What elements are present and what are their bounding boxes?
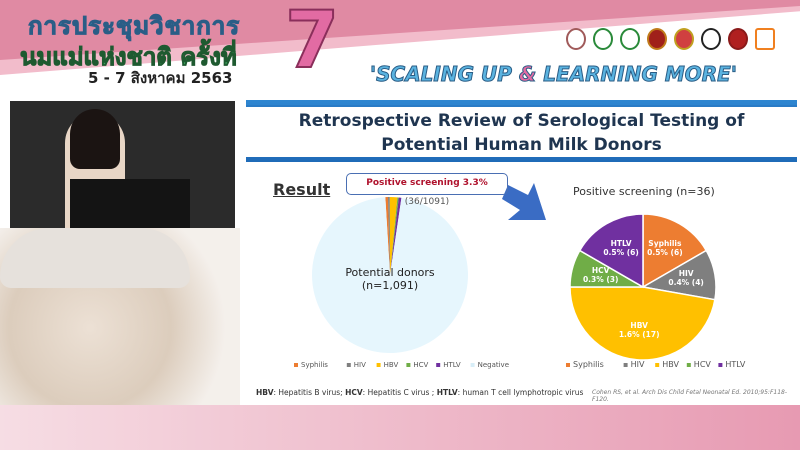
result-heading: Result: [273, 180, 331, 199]
fn-b3: HTLV: [436, 388, 458, 397]
fn-b2: HCV: [345, 388, 363, 397]
pie2-data-label: HBV 1.6% (17): [618, 320, 660, 339]
logo-icon: [566, 28, 586, 50]
pie2-data-label: HTLV 0.5% (6): [603, 239, 639, 258]
pie1-legend-swatch: [294, 363, 298, 367]
pie2-legend-hiv: HIV: [631, 360, 645, 369]
pie2-legend-hbv: HBV: [662, 360, 679, 369]
pie1-legend-hiv: HIV: [354, 361, 366, 369]
pie1-legend-swatch: [470, 363, 475, 367]
pie1-center-label: Potential donors (n=1,091): [310, 266, 470, 292]
pie1-legend-swatch: [436, 363, 441, 367]
conference-dates: 5 - 7 สิงหาคม 2563: [88, 69, 233, 87]
slide-title-line1: Retrospective Review of Serological Test…: [298, 111, 745, 131]
pie2-data-label: HIV 0.4% (4): [668, 269, 704, 288]
pie2-legend-swatch: [686, 363, 691, 367]
pie2-legend-htlv: HTLV: [725, 360, 745, 369]
fn-t2: : Hepatitis C virus ;: [362, 388, 437, 397]
background-photo-hat: [0, 228, 190, 288]
pie1-legend-negative: Negative: [478, 361, 509, 369]
sponsor-logos: [566, 28, 775, 50]
podium: [70, 179, 190, 228]
pie2-title: Positive screening (n=36): [573, 185, 715, 198]
slogan-b: LEARNING MORE': [536, 62, 738, 87]
pie1-legend-htlv: HTLV: [443, 361, 461, 369]
pie1-slice-hcv: [390, 197, 399, 275]
pie1-slice-hbv: [389, 197, 398, 275]
logo-icon: [647, 28, 667, 50]
positive-callout: Positive screening 3.3% (36/1091): [346, 173, 508, 207]
pie2-legend-hcv: HCV: [694, 360, 712, 369]
pie2-slice-htlv: [578, 213, 644, 289]
charts-svg: Syphilis HIV HBV HCV HTLV Negative Syphilis HIV…: [294, 183, 746, 369]
slogan-a: 'SCALING UP: [370, 62, 519, 87]
pie1-legend-hcv: HCV: [413, 361, 428, 369]
slide-title-line2: Potential Human Milk Donors: [381, 135, 662, 155]
slogan: 'SCALING UP & LEARNING MORE': [370, 62, 738, 87]
callout-rest: (36/1091): [404, 197, 450, 207]
pie1-legend-hbv: HBV: [384, 361, 399, 369]
pie2-slice-syphilis: [642, 213, 708, 289]
pie1-sub: (n=1,091): [361, 279, 419, 292]
conference-title-line1: การประชุมวิชาการ: [27, 12, 241, 41]
speaker-hair: [70, 109, 120, 169]
logo-icon: [728, 28, 748, 50]
logo-icon: [701, 28, 721, 50]
fn-t1: : Hepatitis B virus;: [273, 388, 346, 397]
pie1-slice-negative: [312, 197, 468, 354]
pie1-label: Potential donors: [345, 266, 435, 279]
pie1-slice-htlv: [390, 197, 402, 275]
footnote: HBV: Hepatitis B virus; HCV: Hepatitis C…: [256, 388, 583, 397]
fn-t3: : human T cell lymphotropic virus: [457, 388, 584, 397]
logo-icon: [620, 28, 640, 50]
pie1-slice-syphilis: [385, 197, 390, 275]
logo-icon: [593, 28, 613, 50]
presentation-slide: Retrospective Review of Serological Test…: [246, 100, 797, 405]
logo-icon: [674, 28, 694, 50]
pie2-legend-swatch: [655, 363, 660, 367]
conference-title-line2: นมแม่แห่งชาติ ครั้งที่: [20, 43, 238, 72]
conference-number: 7: [284, 0, 340, 86]
arrow-icon: [502, 183, 546, 220]
pie2-data-label: Syphilis 0.5% (6): [647, 239, 683, 258]
fn-b1: HBV: [256, 388, 274, 397]
pie1-legend-syphilis: Syphilis: [301, 361, 328, 369]
footer-band: [0, 405, 800, 450]
pie2-legend-swatch: [623, 363, 628, 367]
speaker-video: [10, 101, 235, 228]
pie1-legend-swatch: [346, 363, 351, 367]
callout-bold: Positive screening 3.3%: [366, 178, 488, 188]
pie2-data-label: HCV 0.3% (3): [582, 265, 619, 284]
pie2-legend-swatch: [566, 363, 570, 367]
pie2-slice-hbv: [569, 286, 716, 361]
citation: Cohen RS, et al. Arch Dis Child Fetal Ne…: [592, 389, 788, 403]
pie1-legend-swatch: [376, 363, 381, 367]
pie2-legend-syphilis: Syphilis: [573, 360, 604, 369]
pie2-legend-swatch: [718, 363, 723, 367]
pie1-slice-hiv: [388, 197, 390, 275]
logo-icon: [755, 28, 775, 50]
slide-title: Retrospective Review of Serological Test…: [246, 105, 797, 157]
slogan-amp: &: [518, 62, 537, 87]
pie1-legend-swatch: [406, 363, 411, 367]
